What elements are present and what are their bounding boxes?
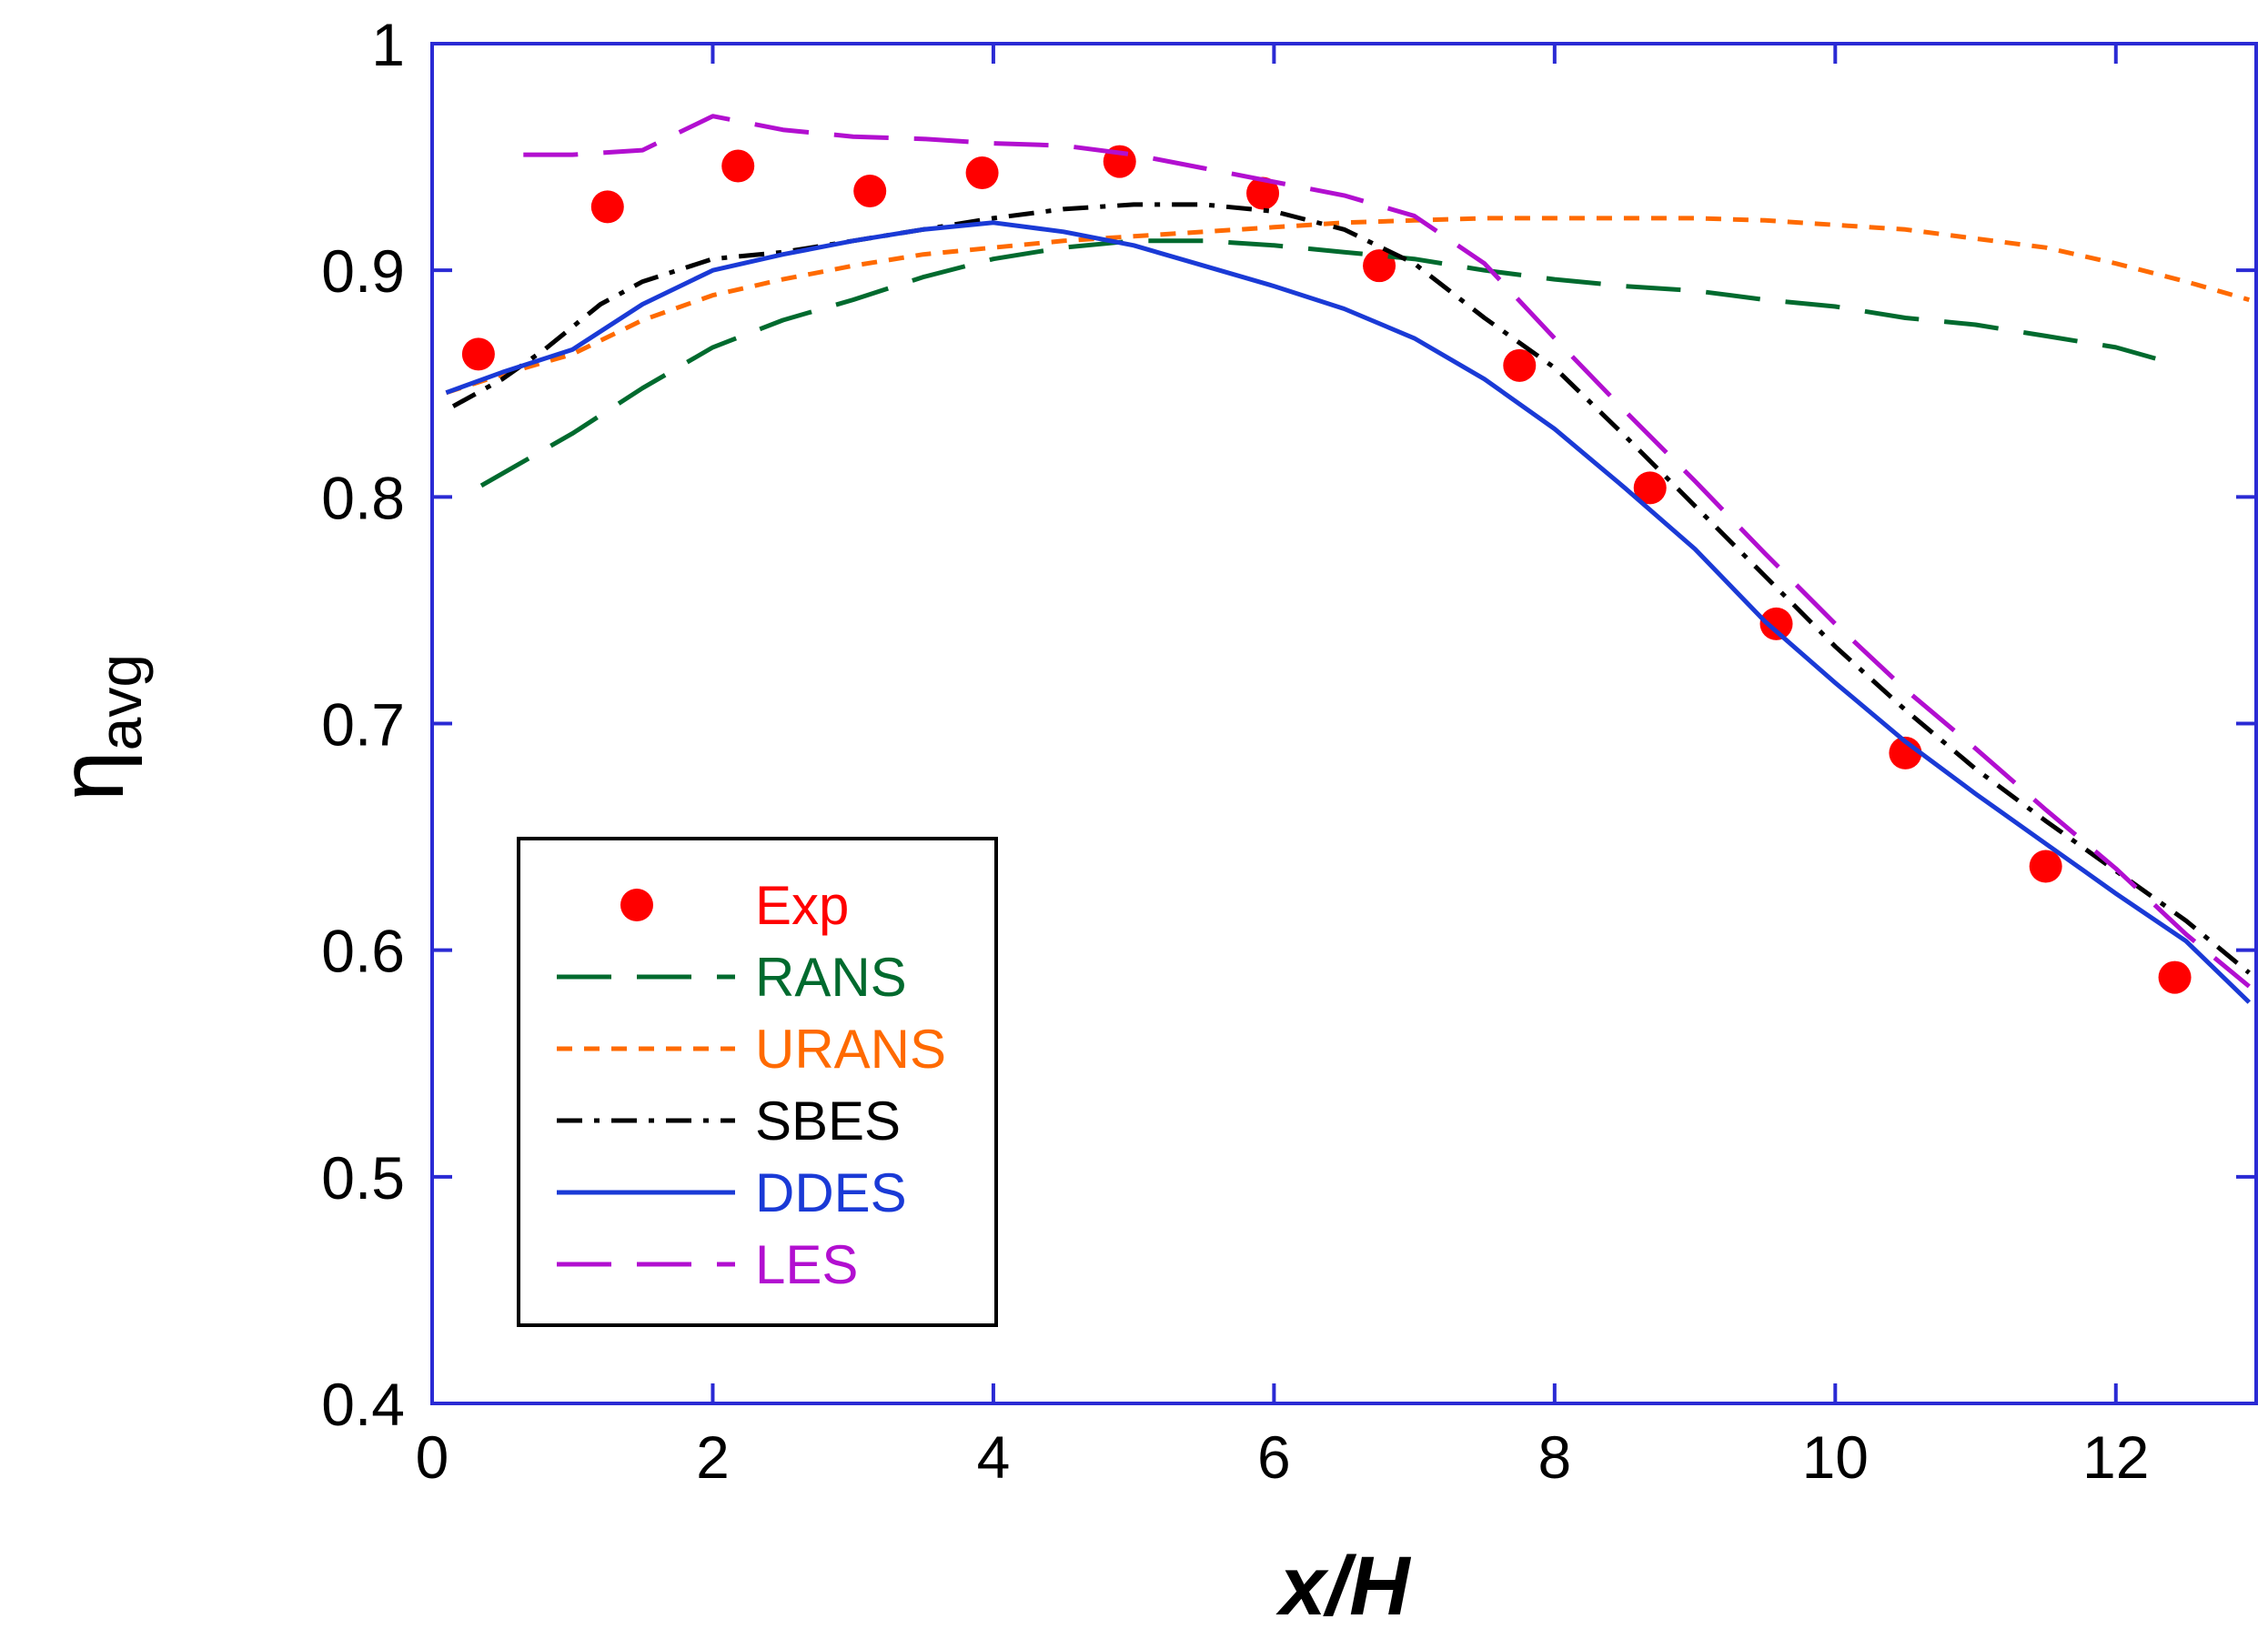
legend-label-urans: URANS	[755, 1019, 946, 1080]
y-tick-label: 0.6	[321, 918, 405, 985]
svg-text:ηavg: ηavg	[41, 654, 154, 801]
point-exp-6	[1246, 176, 1280, 210]
legend-marker-exp	[620, 889, 653, 921]
y-ticks: 0.4 0.5 0.6 0.7 0.8 0.9 1	[321, 11, 2256, 1438]
x-tick-label: 2	[696, 1423, 730, 1491]
point-exp-13	[2158, 960, 2192, 994]
series-layer	[445, 114, 2252, 1004]
line-les	[523, 114, 2251, 989]
y-tick-label: 0.9	[321, 237, 405, 305]
x-tick-label: 0	[416, 1423, 449, 1491]
point-exp-1	[590, 190, 624, 224]
legend: Exp RANS URANS SBES DDES LES	[517, 837, 998, 1327]
legend-box	[517, 837, 998, 1327]
point-exp-9	[1633, 471, 1667, 505]
x-tick-label: 6	[1257, 1423, 1291, 1491]
x-axis-title: x/H	[1275, 1540, 1412, 1633]
point-exp-10	[1759, 607, 1793, 640]
x-tick-label: 10	[1802, 1423, 1869, 1491]
x-ticks: 0 2 4 6 8 10 12	[416, 44, 2149, 1491]
legend-label-ddes: DDES	[755, 1162, 907, 1223]
y-tick-label: 0.5	[321, 1144, 405, 1212]
line-urans	[445, 216, 2250, 396]
y-tick-label: 1	[371, 11, 405, 78]
x-tick-label: 8	[1537, 1423, 1571, 1491]
point-exp-7	[1363, 249, 1396, 283]
x-tick-label: 12	[2082, 1423, 2149, 1491]
legend-label-rans: RANS	[755, 947, 907, 1008]
y-tick-label: 0.7	[321, 691, 405, 759]
point-exp-3	[853, 174, 887, 207]
point-exp-11	[1889, 736, 1922, 769]
y-axis-subscript: avg	[86, 654, 154, 750]
y-axis-title: ηavg	[41, 654, 154, 801]
legend-label-exp: Exp	[755, 875, 849, 936]
point-exp-8	[1503, 348, 1537, 382]
series-exp	[461, 145, 2192, 994]
legend-label-les: LES	[755, 1234, 858, 1295]
point-exp-0	[461, 337, 495, 371]
legend-entries: Exp RANS URANS SBES DDES LES	[557, 875, 946, 1295]
y-tick-label: 0.4	[321, 1371, 405, 1438]
point-exp-2	[721, 149, 755, 183]
point-exp-12	[2029, 850, 2062, 883]
y-tick-label: 0.8	[321, 464, 405, 531]
point-exp-4	[965, 156, 999, 190]
legend-label-sbes: SBES	[755, 1091, 901, 1151]
line-rans	[479, 238, 2173, 488]
line-ddes	[445, 220, 2252, 1004]
x-tick-label: 4	[977, 1423, 1011, 1491]
y-axis-symbol: η	[41, 750, 143, 801]
